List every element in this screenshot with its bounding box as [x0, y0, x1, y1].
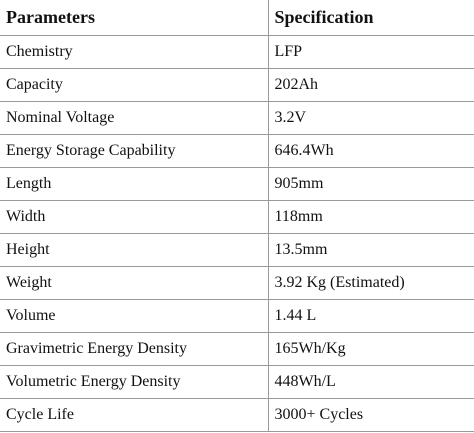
table-row: Nominal Voltage 3.2V: [0, 101, 474, 135]
parameter-cell: Cycle Life: [0, 398, 269, 432]
parameter-cell: Energy Storage Capability: [0, 134, 269, 168]
spec-cell: 448Wh/L: [267, 365, 474, 399]
parameter-cell: Volume: [0, 299, 269, 333]
parameter-cell: Height: [0, 233, 269, 267]
spec-cell: 13.5mm: [267, 233, 474, 267]
parameter-cell: Volumetric Energy Density: [0, 365, 269, 399]
parameter-cell: Gravimetric Energy Density: [0, 332, 269, 366]
parameter-cell: Width: [0, 200, 269, 234]
table-body: Chemistry LFP Capacity 202Ah Nominal Voltage…: [0, 35, 474, 432]
table-row: Capacity 202Ah: [0, 68, 474, 102]
table-row: Length 905mm: [0, 167, 474, 201]
table-row: Gravimetric Energy Density 165Wh/Kg: [0, 332, 474, 366]
table-row: Volume 1.44 L: [0, 299, 474, 333]
table-row: Volumetric Energy Density 448Wh/L: [0, 365, 474, 399]
spec-cell: 3000+ Cycles: [267, 398, 474, 432]
table-row: Chemistry LFP: [0, 35, 474, 69]
spec-cell: LFP: [267, 35, 474, 69]
spec-cell: 202Ah: [267, 68, 474, 102]
table-header: Parameters Specification: [0, 0, 474, 36]
table-row: Height 13.5mm: [0, 233, 474, 267]
table-row: Width 118mm: [0, 200, 474, 234]
table-row: Weight 3.92 Kg (Estimated): [0, 266, 474, 300]
parameter-cell: Chemistry: [0, 35, 269, 69]
spec-cell: 118mm: [267, 200, 474, 234]
header-cell: Specification: [267, 0, 474, 36]
spec-cell: 646.4Wh: [267, 134, 474, 168]
parameter-cell: Weight: [0, 266, 269, 300]
header-row: Parameters Specification: [0, 0, 474, 36]
parameter-cell: Nominal Voltage: [0, 101, 269, 135]
parameter-cell: Capacity: [0, 68, 269, 102]
table-row: Cycle Life 3000+ Cycles: [0, 398, 474, 432]
header-cell: Parameters: [0, 0, 269, 36]
spec-cell: 3.92 Kg (Estimated): [267, 266, 474, 300]
spec-cell: 1.44 L: [267, 299, 474, 333]
table-row: Energy Storage Capability 646.4Wh: [0, 134, 474, 168]
spec-cell: 165Wh/Kg: [267, 332, 474, 366]
parameter-cell: Length: [0, 167, 269, 201]
spec-cell: 905mm: [267, 167, 474, 201]
spec-cell: 3.2V: [267, 101, 474, 135]
